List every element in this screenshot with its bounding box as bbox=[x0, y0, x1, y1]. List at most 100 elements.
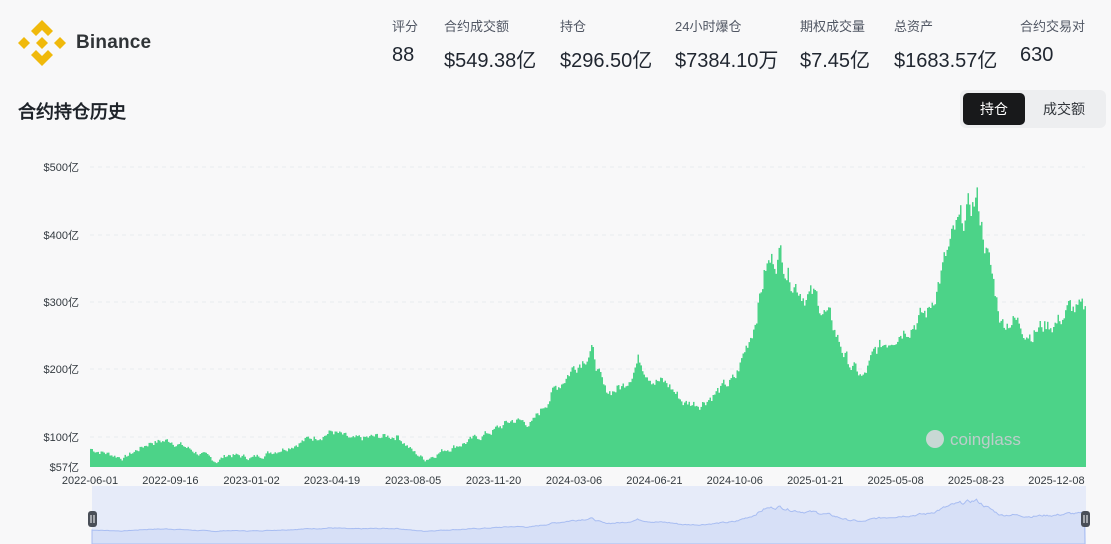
oi-bar bbox=[478, 439, 480, 467]
oi-bar bbox=[1045, 329, 1047, 467]
oi-bar bbox=[139, 446, 141, 467]
oi-bar bbox=[447, 450, 449, 467]
stat-options-volume: 期权成交量 $7.45亿 bbox=[800, 16, 870, 73]
toggle-open-interest[interactable]: 持仓 bbox=[963, 93, 1025, 125]
oi-bar bbox=[744, 352, 746, 467]
oi-bar bbox=[1068, 301, 1070, 467]
oi-bar bbox=[634, 367, 636, 467]
oi-bar bbox=[574, 369, 576, 467]
oi-bar bbox=[201, 453, 203, 467]
oi-bar bbox=[361, 440, 363, 467]
oi-bar bbox=[687, 404, 689, 467]
oi-bar bbox=[351, 437, 353, 467]
stat-total-assets: 总资产 $1683.57亿 bbox=[894, 16, 997, 73]
oi-bar bbox=[409, 447, 411, 467]
oi-bar bbox=[138, 451, 140, 467]
open-interest-chart: $57亿 $100亿 $200亿 $300亿 $400亿 $500亿 2022-06-01… bbox=[44, 161, 1086, 487]
oi-bar bbox=[1056, 323, 1058, 467]
oi-bar bbox=[697, 406, 699, 467]
oi-bar bbox=[541, 408, 543, 467]
range-navigator[interactable] bbox=[0, 486, 1111, 544]
x-tick-label: 2023-01-02 bbox=[223, 475, 279, 487]
coinglass-watermark-icon bbox=[926, 430, 944, 448]
oi-bar bbox=[561, 384, 563, 467]
oi-bar bbox=[619, 389, 621, 467]
oi-bar bbox=[526, 426, 528, 467]
oi-bar bbox=[843, 357, 845, 467]
oi-bar bbox=[399, 440, 401, 467]
brand-logo[interactable]: Binance bbox=[16, 20, 151, 66]
oi-bar bbox=[382, 434, 384, 467]
oi-bar bbox=[964, 220, 966, 467]
oi-bar bbox=[225, 457, 227, 467]
oi-bar bbox=[898, 337, 900, 467]
oi-bar bbox=[819, 313, 821, 467]
oi-bar bbox=[432, 456, 434, 467]
oi-bar bbox=[991, 273, 993, 467]
oi-bar bbox=[241, 455, 243, 467]
oi-bar bbox=[705, 405, 707, 467]
oi-bar bbox=[1053, 327, 1055, 467]
x-tick-label: 2025-01-21 bbox=[787, 475, 843, 487]
oi-bar bbox=[97, 451, 99, 467]
oi-bar bbox=[834, 329, 836, 467]
oi-bar bbox=[1081, 298, 1083, 467]
oi-bar bbox=[799, 294, 801, 467]
oi-bar bbox=[883, 345, 885, 467]
oi-bar bbox=[648, 380, 650, 467]
oi-bar bbox=[253, 455, 255, 467]
oi-bar bbox=[556, 389, 558, 467]
oi-bar bbox=[196, 454, 198, 467]
oi-bar bbox=[720, 385, 722, 467]
navigator-left-handle[interactable] bbox=[88, 511, 97, 527]
oi-bar bbox=[978, 211, 980, 467]
x-axis: 2022-06-01 2022-09-16 2023-01-02 2023-04-19… bbox=[62, 475, 1085, 487]
oi-bar bbox=[91, 449, 93, 467]
toggle-volume[interactable]: 成交额 bbox=[1043, 101, 1085, 117]
oi-bar bbox=[340, 432, 342, 467]
oi-bar bbox=[453, 445, 455, 467]
oi-bar bbox=[621, 386, 623, 467]
stat-value: $1683.57亿 bbox=[894, 50, 998, 72]
oi-bar bbox=[867, 365, 869, 467]
oi-bar bbox=[567, 375, 569, 467]
oi-bar bbox=[465, 444, 467, 467]
oi-bar bbox=[396, 435, 398, 467]
oi-bar bbox=[1047, 321, 1049, 467]
oi-bar bbox=[100, 451, 102, 467]
oi-bar bbox=[973, 206, 975, 467]
oi-bar bbox=[553, 386, 555, 467]
oi-bar bbox=[1000, 320, 1002, 467]
oi-bar bbox=[700, 406, 702, 467]
oi-bar bbox=[430, 457, 432, 467]
oi-bar bbox=[1002, 319, 1004, 467]
oi-bar bbox=[996, 297, 998, 467]
oi-bar bbox=[966, 204, 968, 468]
oi-bar bbox=[273, 453, 275, 467]
oi-bar bbox=[663, 382, 665, 467]
navigator-right-handle[interactable] bbox=[1081, 511, 1090, 527]
oi-bar bbox=[969, 204, 971, 467]
oi-bar bbox=[753, 329, 755, 467]
oi-bar bbox=[688, 401, 690, 467]
oi-bar bbox=[559, 388, 561, 467]
oi-bar bbox=[742, 353, 744, 467]
oi-bar bbox=[219, 459, 221, 467]
oi-bar bbox=[741, 358, 743, 467]
oi-bar bbox=[1059, 321, 1061, 467]
y-tick-label: $500亿 bbox=[44, 161, 79, 174]
oi-bar bbox=[549, 401, 551, 467]
oi-bar bbox=[820, 315, 822, 467]
oi-bar bbox=[510, 421, 512, 467]
stat-label: 评分 bbox=[392, 19, 419, 34]
oi-bar bbox=[948, 246, 950, 467]
oi-bar bbox=[1011, 325, 1013, 467]
oi-bar bbox=[307, 436, 309, 467]
oi-bar bbox=[774, 268, 776, 467]
oi-bar bbox=[732, 374, 734, 467]
oi-bar bbox=[726, 386, 728, 467]
oi-bar bbox=[894, 345, 896, 467]
oi-bar bbox=[286, 451, 288, 467]
oi-bar bbox=[736, 370, 738, 467]
oi-bar bbox=[406, 445, 408, 467]
